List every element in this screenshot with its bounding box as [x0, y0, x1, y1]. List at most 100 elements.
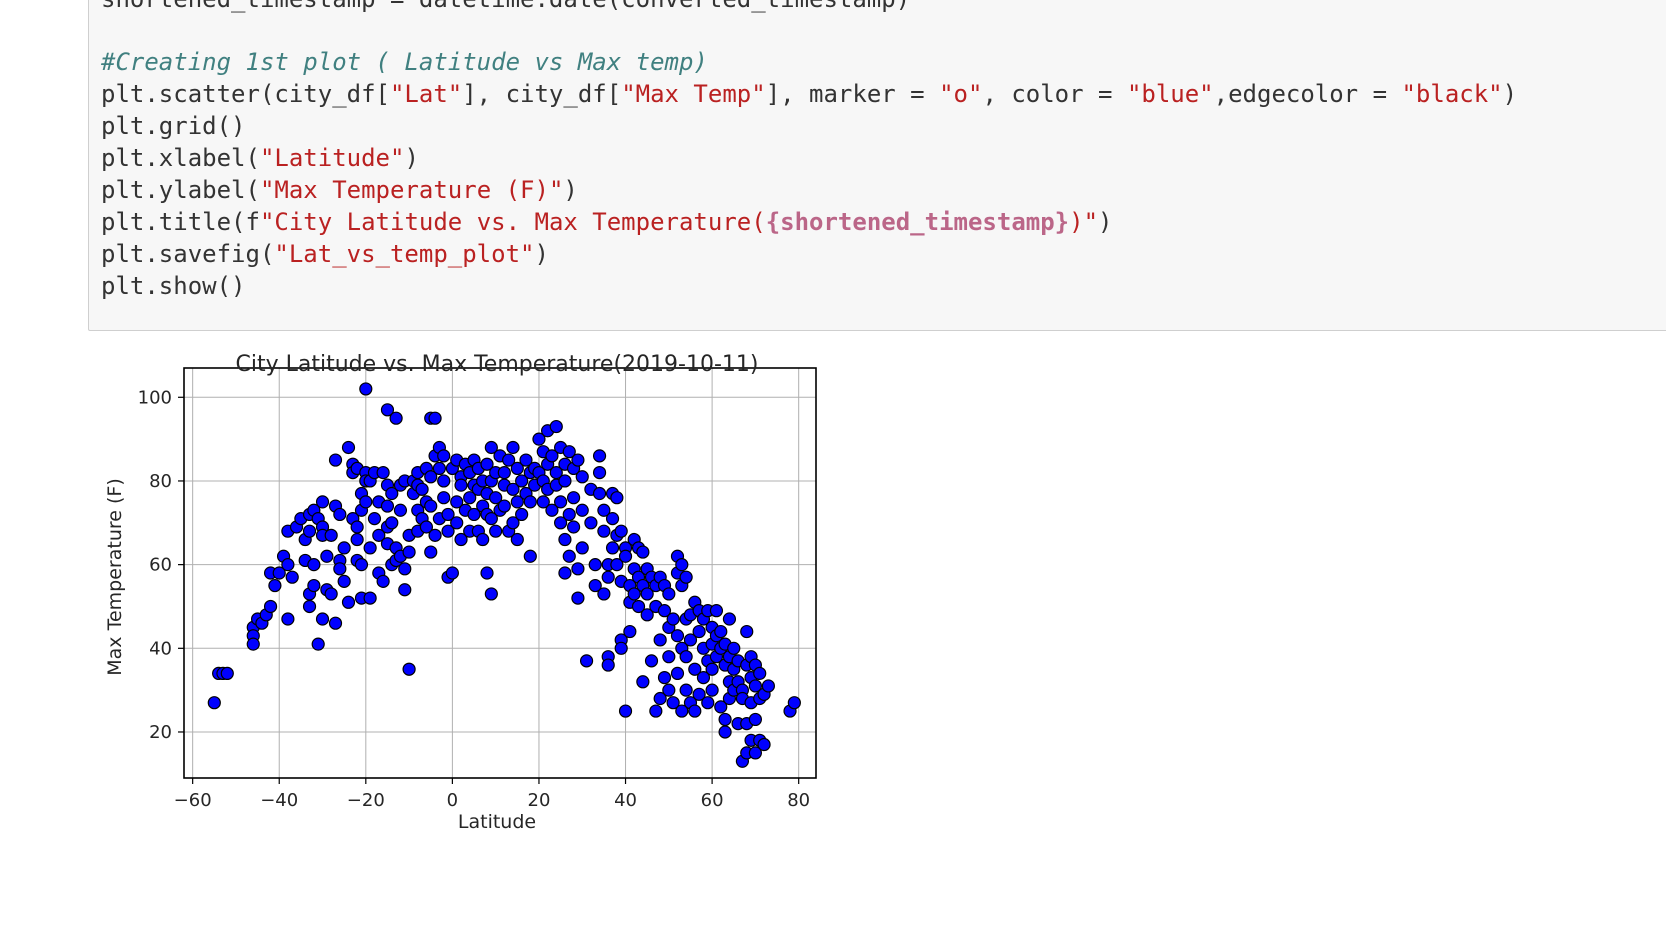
- y-tick-label: 40: [149, 638, 172, 659]
- data-point: [666, 696, 680, 710]
- data-point: [324, 587, 338, 601]
- data-point: [605, 541, 620, 555]
- data-point: [554, 516, 568, 530]
- code-line-grid: plt.grid(): [101, 112, 246, 140]
- data-point: [502, 453, 516, 467]
- code-token: ): [1098, 208, 1113, 236]
- data-point: [610, 558, 624, 572]
- data-point: [748, 712, 762, 727]
- data-point: [380, 403, 395, 417]
- data-point: [432, 461, 446, 476]
- data-point: [315, 495, 330, 509]
- data-point: [692, 687, 706, 701]
- data-point: [385, 486, 399, 501]
- x-tick-label: 0: [447, 790, 458, 811]
- data-point: [562, 549, 576, 563]
- data-point: [683, 633, 698, 647]
- code-string: "Latitude": [259, 144, 405, 172]
- data-point: [558, 532, 572, 547]
- data-point: [307, 578, 321, 593]
- axes: −60 −40 −20 0 20 40 60 80 20 40 60 80 100: [138, 367, 817, 811]
- data-point: [415, 482, 429, 496]
- data-point: [787, 696, 801, 710]
- code-string: "Lat_vs_temp_plot": [274, 240, 535, 268]
- plot-frame: [183, 367, 817, 779]
- code-token: plt.xlabel(: [101, 144, 260, 172]
- data-point: [757, 737, 771, 752]
- code-comment: #Creating 1st plot ( Latitude vs Max tem…: [101, 48, 708, 76]
- code-string: )": [1069, 208, 1099, 236]
- data-point: [558, 474, 572, 488]
- data-point: [705, 662, 719, 676]
- data-point: [670, 629, 685, 643]
- data-point: [506, 440, 520, 455]
- data-point: [575, 503, 589, 517]
- data-point: [753, 666, 767, 681]
- data-point: [605, 512, 620, 526]
- data-point: [627, 587, 641, 601]
- data-point: [588, 558, 602, 572]
- code-line-show: plt.show(): [101, 272, 246, 300]
- data-point: [376, 574, 390, 588]
- data-point: [424, 470, 438, 484]
- code-line-xlabel: plt.xlabel("Latitude"): [101, 141, 419, 175]
- data-point: [207, 696, 221, 710]
- data-point: [592, 449, 607, 463]
- data-point: [718, 725, 732, 739]
- code-token: ): [563, 176, 578, 204]
- code-token: ,edgecolor =: [1213, 80, 1402, 108]
- data-point: [441, 524, 455, 538]
- data-point: [350, 532, 364, 547]
- data-point: [618, 549, 633, 563]
- data-point: [575, 470, 589, 484]
- data-point: [727, 641, 741, 655]
- data-point: [662, 683, 676, 697]
- code-string: "City Latitude vs. Max Temperature(: [259, 208, 766, 236]
- code-cell[interactable]: [88, 0, 1666, 331]
- data-point: [350, 520, 364, 534]
- data-point: [666, 612, 680, 626]
- data-point: [610, 491, 624, 505]
- data-point: [372, 528, 386, 542]
- data-point: [285, 570, 299, 584]
- data-point: [467, 507, 481, 522]
- data-point: [653, 633, 667, 647]
- data-point: [367, 512, 382, 526]
- code-string: "Max Temp": [621, 80, 766, 108]
- code-string: "black": [1401, 80, 1503, 108]
- data-point: [393, 503, 408, 517]
- chart-title: City Latitude vs. Max Temperature(2019-1…: [236, 352, 759, 377]
- data-point: [584, 516, 598, 530]
- data-point: [311, 637, 325, 651]
- code-interpolation: {shortened_timestamp}: [765, 208, 1070, 236]
- data-point: [272, 566, 286, 580]
- data-point: [497, 465, 511, 480]
- code-string: "o": [939, 80, 983, 108]
- data-point: [385, 516, 399, 530]
- y-tick-label: 100: [138, 387, 172, 408]
- data-point: [337, 574, 351, 588]
- code-token: plt.scatter(city_df[: [101, 80, 390, 108]
- data-point: [562, 445, 576, 459]
- code-token: plt.ylabel(: [101, 176, 260, 204]
- x-tick-label: 80: [787, 790, 810, 811]
- code-token: ): [1502, 80, 1518, 108]
- data-point: [437, 449, 451, 463]
- y-tick-label: 20: [149, 722, 172, 743]
- data-point: [424, 545, 438, 559]
- data-point: [389, 411, 403, 425]
- data-point: [428, 411, 442, 425]
- data-point: [575, 541, 589, 555]
- data-point: [337, 541, 351, 555]
- data-point: [307, 558, 321, 572]
- data-point: [675, 704, 689, 718]
- data-point: [484, 512, 498, 526]
- data-point: [523, 549, 537, 563]
- data-point: [558, 566, 572, 580]
- data-point: [302, 524, 317, 538]
- data-point: [714, 700, 728, 714]
- data-point: [402, 662, 416, 676]
- data-point: [614, 524, 628, 538]
- code-line-timestamp: shortened_timestamp = datetime.date(conv…: [101, 0, 910, 16]
- scatter-points: [207, 382, 801, 768]
